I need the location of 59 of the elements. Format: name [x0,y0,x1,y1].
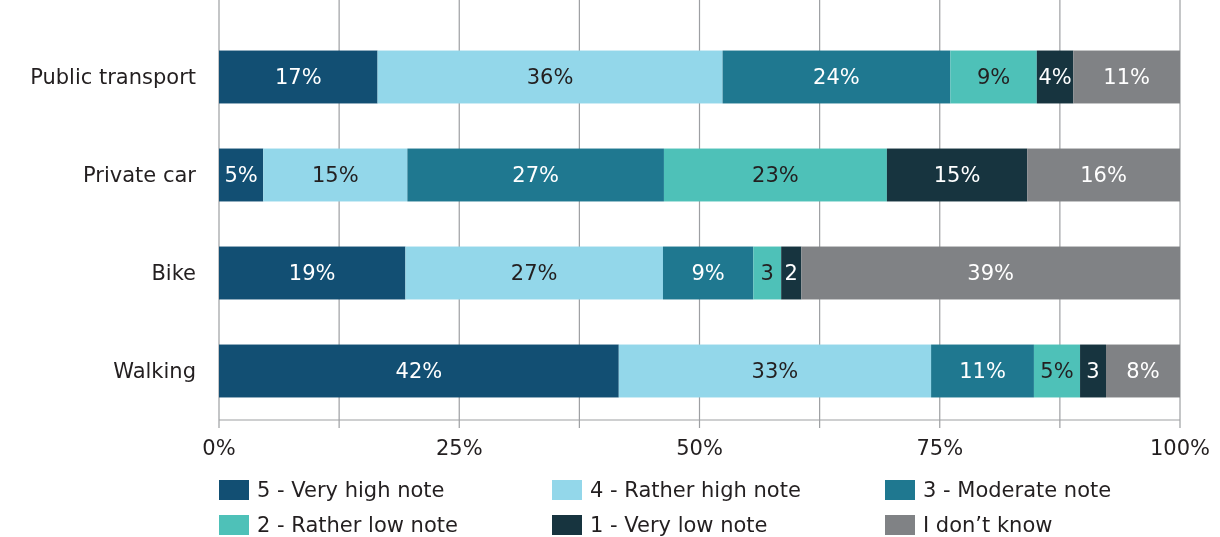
legend-label: 5 - Very high note [257,478,445,503]
data-label: 33% [751,359,799,384]
data-label: 27% [512,163,559,188]
data-label: 24% [813,65,860,90]
data-label: 8% [1126,359,1160,384]
bar [886,148,1028,202]
data-label: 19% [288,261,336,286]
data-label: 3 [1086,359,1100,384]
bar [722,50,951,104]
legend-label: 4 - Rather high note [590,478,801,503]
bar [377,50,723,104]
bar [618,344,932,398]
legend-label: I don’t know [923,513,1053,537]
y-tick-label: Bike [151,261,196,286]
data-label: 5% [1040,359,1074,384]
data-label: 9% [976,65,1011,90]
data-label: 11% [959,359,1006,384]
bar [1027,148,1180,202]
data-label: 16% [1080,163,1127,188]
bar [950,50,1037,104]
legend-label: 1 - Very low note [590,513,768,537]
bar [263,148,408,202]
data-label: 42% [395,359,443,384]
bar [931,344,1034,398]
bar [801,246,1180,300]
legend-label: 3 - Moderate note [923,478,1112,503]
x-tick-label: 50% [676,436,723,460]
bar [662,246,754,300]
x-tick-label: 0% [202,436,236,460]
data-label: 11% [1103,65,1151,90]
data-label: 17% [274,65,322,90]
bar [1080,344,1107,398]
data-label: 36% [526,65,574,90]
x-tick-label: 25% [435,436,483,460]
data-label: 39% [967,261,1015,286]
data-label: 15% [311,163,359,188]
data-label: 4% [1038,65,1072,90]
bar [219,246,406,300]
bar [219,50,378,104]
data-label: 2 [784,261,798,286]
bar [219,344,619,398]
data-label: 5% [224,163,258,188]
bar [663,148,887,202]
bar [753,246,782,300]
y-tick-label: Private car [83,163,197,188]
x-tick-label: 75% [916,436,964,460]
y-tick-label: Public transport [30,65,196,90]
data-label: 3 [760,261,774,286]
data-label: 27% [510,261,558,286]
legend-label: 2 - Rather low note [257,513,458,537]
data-label: 23% [752,163,799,188]
bar [407,148,664,202]
data-label: 9% [691,261,725,286]
bar [1106,344,1180,398]
bar [1073,50,1180,104]
data-label: 15% [933,163,981,188]
y-tick-label: Walking [113,359,196,384]
x-tick-label: 100% [1149,436,1211,460]
bar [405,246,663,300]
